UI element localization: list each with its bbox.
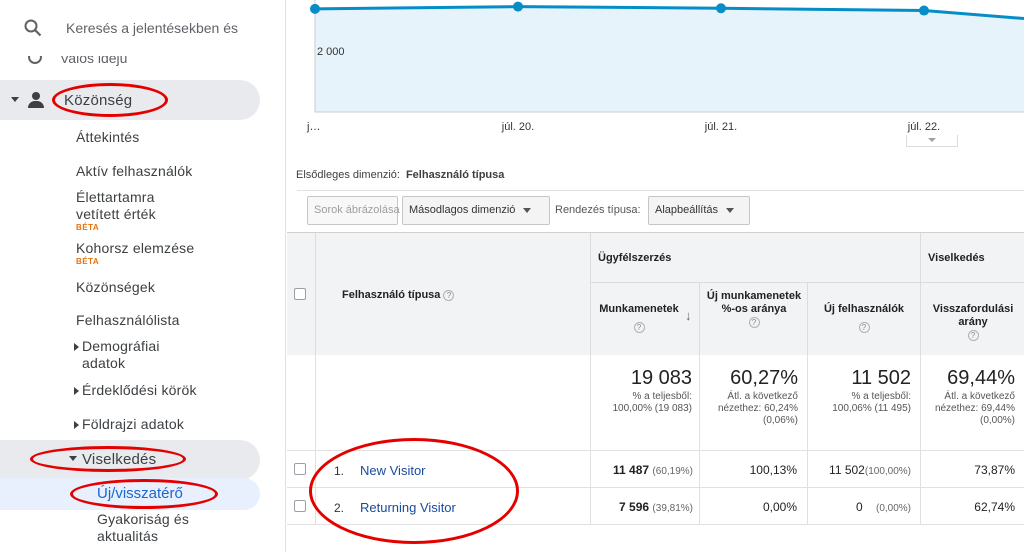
row-checkbox[interactable] — [294, 463, 306, 475]
row-number: 1. — [334, 464, 345, 478]
sidebar-item-active-users[interactable]: Aktív felhasználók — [76, 163, 193, 179]
dimension-header[interactable]: Felhasználó típusa ? — [342, 289, 455, 302]
report-main: 2 000 j… júl. 20. júl. 21. júl. 22. Elsődleg… — [287, 0, 1024, 552]
help-icon: ? — [748, 316, 760, 328]
secondary-dimension-dropdown[interactable]: Másodlagos dimenzió — [402, 196, 550, 225]
sidebar: Valós idejű Keresés a jelentésekben és a… — [0, 0, 286, 552]
sidebar-item-label: Viselkedés — [82, 451, 157, 468]
sort-type-dropdown[interactable]: Alapbeállítás — [648, 196, 750, 225]
sidebar-item-label: Új/visszatérő — [97, 485, 183, 502]
search-icon — [24, 19, 42, 37]
sidebar-item-audience[interactable]: Közönség — [0, 80, 260, 120]
row-new-sessions: 100,13% — [749, 463, 797, 477]
sidebar-item-overview[interactable]: Áttekintés — [76, 129, 140, 145]
report-table: Felhasználó típusa ? Ügyfélszerzés Visel… — [287, 232, 1024, 552]
x-tick-label: júl. 20. — [501, 121, 534, 133]
sidebar-item-interests[interactable]: Érdeklődési körök — [74, 382, 197, 399]
sidebar-item-geo[interactable]: Földrajzi adatok — [74, 416, 184, 433]
person-icon — [28, 92, 44, 108]
row-sessions: 7 596 (39,81%) — [619, 500, 693, 514]
sort-desc-icon[interactable]: ↓ — [685, 308, 692, 323]
total-bounce: 69,44% — [947, 367, 1015, 389]
help-icon: ? — [967, 329, 979, 341]
col-bounce-rate[interactable]: Visszafordulási arány? — [932, 303, 1014, 341]
row-number: 2. — [334, 501, 345, 515]
y-tick-label: 2 000 — [317, 46, 345, 58]
chart-area — [315, 6, 1024, 113]
col-new-sessions[interactable]: Új munkamenetek %-os aránya? — [706, 290, 802, 328]
caret-right-icon — [74, 421, 79, 429]
search-input[interactable]: Keresés a jelentésekben és a — [66, 20, 238, 36]
sidebar-item-audiences[interactable]: Közönségek — [76, 279, 156, 295]
data-point — [513, 1, 523, 12]
total-new-users-sub: % a teljesből: 100,06% (11 495) — [832, 391, 911, 414]
row-new-users: 0 (0,00%) — [855, 500, 911, 514]
report-search[interactable]: Keresés a jelentésekben és a — [0, 0, 285, 56]
total-sessions: 19 083 — [630, 367, 692, 389]
data-point — [716, 3, 726, 14]
sidebar-item-frequency[interactable]: Gyakoriság és aktualitás — [97, 511, 190, 544]
sidebar-item-user-explorer[interactable]: Felhasználólista — [76, 312, 180, 328]
sidebar-item-demographics[interactable]: Demográfiai adatok — [74, 338, 182, 372]
row-link[interactable]: New Visitor — [360, 463, 426, 478]
col-sessions[interactable]: Munkamenetek? — [599, 303, 679, 333]
row-bounce: 73,87% — [974, 463, 1015, 477]
help-icon: ? — [633, 322, 645, 333]
x-tick-label: j… — [306, 121, 320, 133]
row-sessions: 11 487 (60,19%) — [613, 463, 693, 477]
x-tick-label: júl. 21. — [704, 121, 737, 133]
dimension-value[interactable]: Felhasználó típusa — [405, 169, 505, 181]
total-bounce-sub: Átl. a következő nézethez: 69,44% (0,00%… — [934, 391, 1015, 426]
chevron-down-icon — [523, 207, 532, 213]
sort-type-label: Rendezés típusa: — [555, 204, 641, 216]
col-new-users[interactable]: Új felhasználók? — [823, 303, 905, 333]
select-all-checkbox[interactable] — [294, 288, 306, 300]
data-point — [310, 3, 320, 14]
chevron-down-icon — [726, 207, 734, 213]
row-link[interactable]: Returning Visitor — [360, 500, 456, 515]
total-new-sessions: 60,27% — [730, 367, 798, 389]
group-acquisition: Ügyfélszerzés — [598, 252, 672, 264]
sessions-chart: 2 000 j… júl. 20. júl. 21. júl. 22. — [306, 0, 1024, 133]
table-header: Felhasználó típusa ? Ügyfélszerzés Visel… — [287, 232, 1024, 356]
group-behavior: Viselkedés — [928, 252, 985, 264]
row-new-users: 11 502(100,00%) — [829, 463, 911, 477]
chart-collapse-toggle[interactable] — [906, 135, 958, 147]
sidebar-item-label: Közönség — [64, 92, 133, 109]
totals-row: 19 083 % a teljesből: 100,00% (19 083) 6… — [287, 355, 1024, 451]
total-sessions-sub: % a teljesből: 100,00% (19 083) — [612, 391, 692, 414]
caret-down-icon — [11, 97, 19, 102]
sidebar-item-new-vs-returning[interactable]: Új/visszatérő — [0, 478, 260, 510]
caret-down-icon — [69, 456, 77, 461]
row-checkbox[interactable] — [294, 500, 306, 512]
caret-right-icon — [74, 387, 79, 395]
primary-dimension: Elsődleges dimenzió: Felhasználó típusa — [296, 169, 505, 181]
caret-right-icon — [74, 343, 79, 351]
row-bounce: 62,74% — [974, 500, 1015, 514]
help-icon: ? — [443, 289, 455, 301]
total-new-users: 11 502 — [851, 367, 911, 389]
table-row: 1. New Visitor 11 487 (60,19%) 100,13% 1… — [287, 451, 1024, 488]
divider — [297, 190, 1024, 191]
total-new-sessions-sub: Átl. a következő nézethez: 60,24% (0,06%… — [717, 391, 798, 426]
help-icon: ? — [858, 322, 870, 333]
sidebar-item-behavior[interactable]: Viselkedés — [0, 440, 260, 480]
row-new-sessions: 0,00% — [762, 500, 797, 514]
sidebar-item-cohort[interactable]: Kohorsz elemzése BÉTA — [76, 240, 195, 266]
x-tick-label: júl. 22. — [907, 121, 940, 133]
beta-badge: BÉTA — [76, 223, 100, 232]
beta-badge: BÉTA — [76, 257, 100, 266]
data-point — [919, 5, 929, 16]
table-row: 2. Returning Visitor 7 596 (39,81%) 0,00… — [287, 488, 1024, 525]
plot-rows-button[interactable]: Sorok ábrázolása — [307, 196, 400, 225]
sidebar-item-lifetime-value[interactable]: Élettartamra vetített érték BÉTA — [76, 189, 186, 232]
